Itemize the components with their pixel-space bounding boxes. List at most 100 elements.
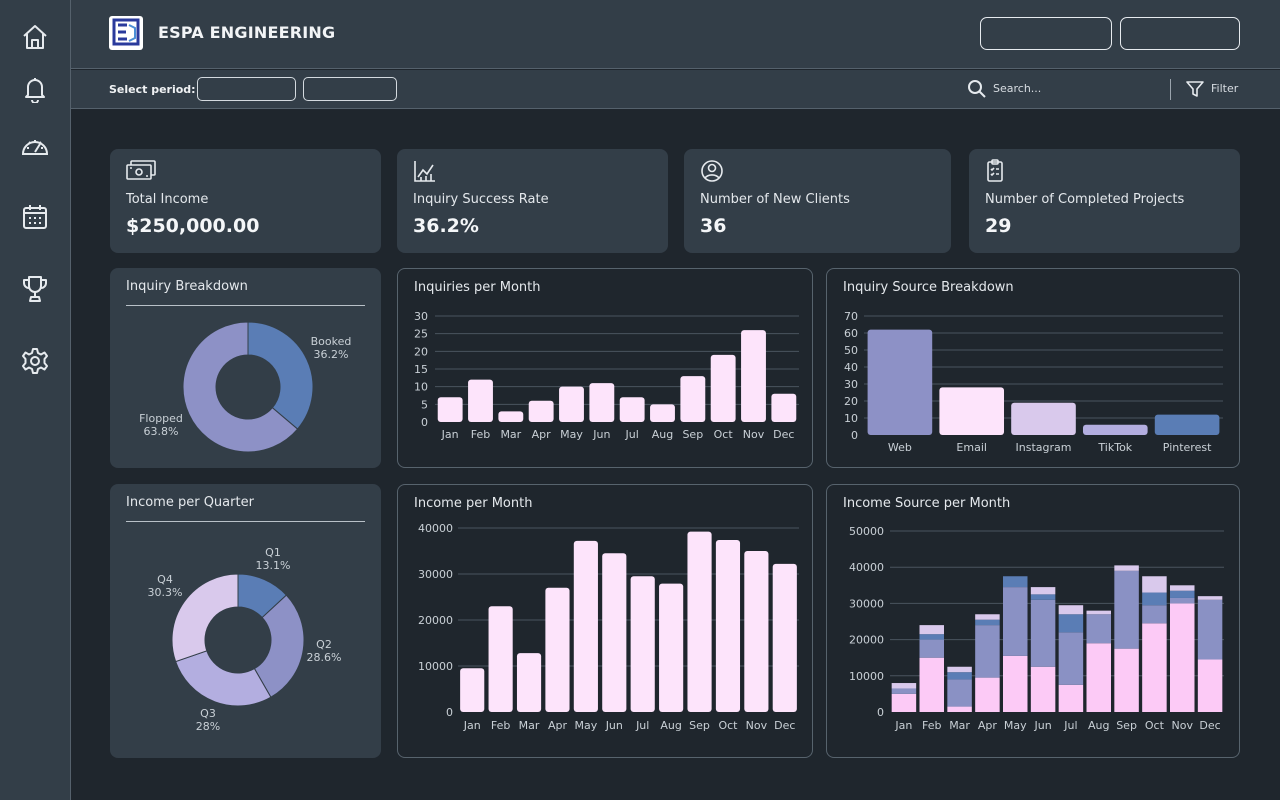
panel-title: Inquiries per Month [414, 280, 541, 295]
y-tick-label: 10000 [418, 660, 453, 673]
search-input[interactable]: Search... [993, 82, 1042, 95]
bar [715, 539, 741, 712]
x-tick-label: Nov [1172, 719, 1194, 732]
period-label: Select period: [109, 83, 196, 96]
x-tick-label: Apr [548, 719, 568, 732]
bar-segment [1142, 592, 1167, 606]
bar [460, 668, 485, 712]
x-tick-label: Apr [532, 428, 552, 441]
kpi-value: 36 [700, 215, 727, 237]
x-tick-label: Email [956, 441, 987, 454]
y-tick-label: 30 [844, 378, 858, 391]
bar-segment [1170, 590, 1195, 598]
speedometer-icon[interactable] [14, 125, 56, 167]
period-end-input[interactable] [303, 77, 397, 101]
y-tick-label: 50000 [849, 525, 884, 538]
x-tick-label: Oct [714, 428, 734, 441]
calendar-icon[interactable] [14, 196, 56, 238]
bar [710, 354, 736, 422]
search-icon[interactable] [967, 79, 987, 99]
x-tick-label: Dec [1199, 719, 1220, 732]
filter-icon[interactable] [1186, 80, 1204, 98]
bar-segment [1197, 659, 1223, 712]
bar-segment [1170, 585, 1195, 591]
kpi-value: $250,000.00 [126, 215, 260, 237]
trophy-icon[interactable] [14, 268, 56, 310]
inquiries-per-month-chart: 0 5 10 15 20 25 30 Jan Feb Mar Apr May Jun Jul Aug Sep O… [414, 310, 799, 441]
x-tick-label: May [560, 428, 583, 441]
y-tick-label: 30000 [849, 597, 884, 610]
pie-slice [253, 594, 305, 698]
bar [744, 551, 769, 712]
bar-segment [1114, 648, 1139, 712]
pie-slice [174, 650, 272, 707]
bar-segment [1058, 632, 1084, 685]
x-tick-label: Aug [660, 719, 681, 732]
x-tick-label: May [575, 719, 598, 732]
bar-segment [1086, 614, 1111, 644]
header-button-2[interactable] [1120, 17, 1240, 50]
bell-icon[interactable] [14, 68, 56, 110]
bar-segment [1003, 655, 1028, 712]
clipboard-icon [987, 159, 1003, 182]
slice-label: Q4 [157, 573, 173, 586]
bar [498, 411, 524, 422]
bar-segment [1058, 614, 1084, 633]
money-icon [126, 160, 156, 180]
bar-segment [975, 614, 1000, 620]
y-tick-label: 50 [844, 344, 858, 357]
bar-segment [1170, 597, 1195, 604]
y-tick-label: 10 [414, 381, 428, 394]
bar-segment [1030, 599, 1056, 667]
y-tick-label: 10 [844, 412, 858, 425]
bar-segment [919, 657, 944, 712]
bar-segment [891, 693, 917, 712]
slice-value-label: 63.8% [144, 425, 179, 438]
bar [772, 563, 797, 712]
y-tick-label: 20 [844, 395, 858, 408]
filter-button[interactable]: Filter [1211, 82, 1239, 95]
y-tick-label: 0 [446, 706, 453, 719]
slice-label: Booked [311, 335, 352, 348]
title-underline [126, 305, 365, 306]
slice-label: Flopped [139, 412, 183, 425]
bar [650, 404, 675, 422]
y-tick-label: 60 [844, 327, 858, 340]
bar [867, 329, 933, 435]
gear-icon[interactable] [14, 340, 56, 382]
bar-segment [1114, 570, 1139, 649]
home-icon[interactable] [14, 16, 56, 58]
x-tick-label: Sep [682, 428, 703, 441]
slice-label: Q1 [265, 546, 281, 559]
period-start-input[interactable] [197, 77, 296, 101]
kpi-label: Total Income [126, 192, 209, 207]
y-tick-label: 0 [421, 416, 428, 429]
bar-segment [919, 634, 944, 640]
bar-segment [947, 706, 972, 712]
slice-value-label: 28.6% [307, 651, 342, 664]
x-tick-label: Apr [978, 719, 998, 732]
bar-segment [1086, 610, 1111, 615]
user-circle-icon [701, 160, 723, 182]
bar [680, 376, 706, 422]
header-button-1[interactable] [980, 17, 1112, 50]
panel-title: Income per Quarter [126, 495, 254, 510]
bar-segment [947, 679, 972, 707]
kpi-value: 29 [985, 215, 1012, 237]
bar-segment [1030, 587, 1056, 595]
bar-segment [975, 619, 1000, 626]
slice-value-label: 30.3% [148, 586, 183, 599]
x-tick-label: Jun [605, 719, 623, 732]
bar-segment [1030, 594, 1056, 600]
kpi-label: Number of New Clients [700, 192, 850, 207]
bar [488, 606, 513, 712]
bar-segment [1114, 565, 1139, 571]
panel-income-per-quarter: Income per Quarter Q1 13.1% Q2 28.6% Q3 28% Q4… [110, 484, 381, 758]
kpi-label: Number of Completed Projects [985, 192, 1185, 207]
bar [573, 540, 598, 712]
y-tick-label: 25 [414, 328, 428, 341]
x-tick-label: TikTok [1097, 441, 1132, 454]
y-tick-label: 40000 [849, 561, 884, 574]
x-tick-label: Web [888, 441, 912, 454]
